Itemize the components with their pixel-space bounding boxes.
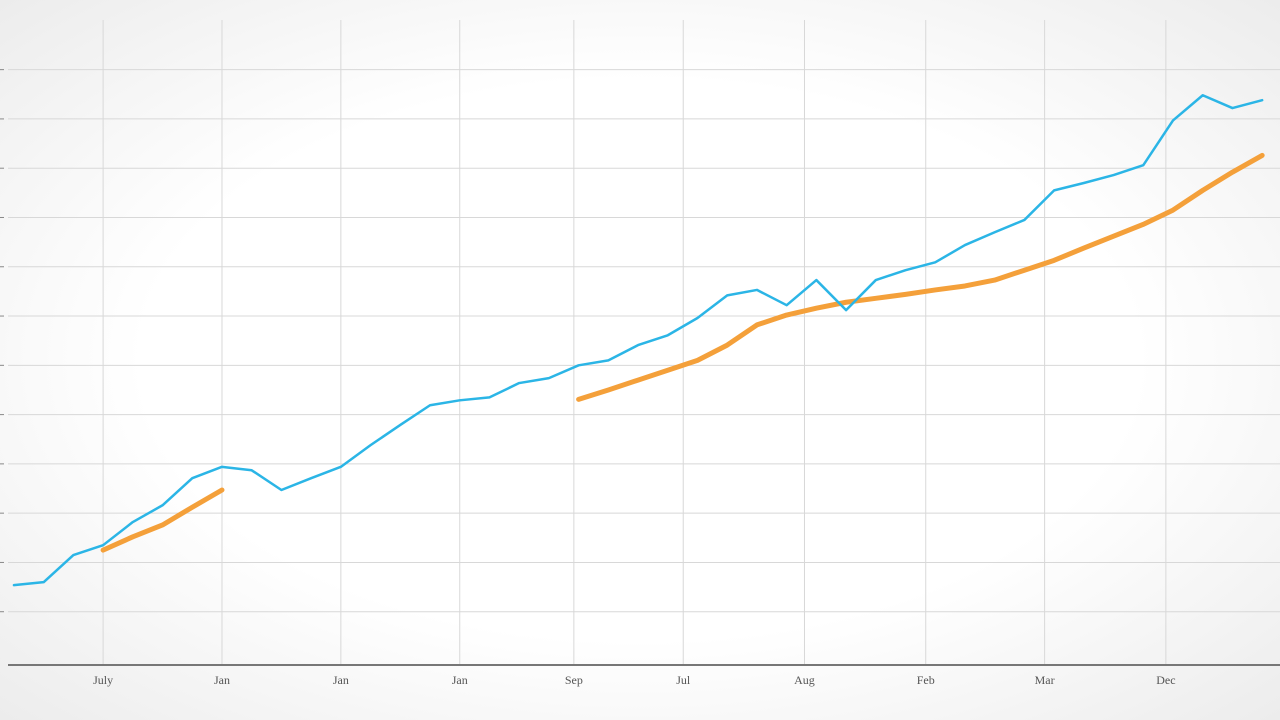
x-tick-label: Aug [794, 673, 815, 687]
x-tick-label: Dec [1156, 673, 1175, 687]
x-tick-label: Jan [214, 673, 230, 687]
x-tick-label: Feb [917, 673, 935, 687]
line-series [100, 152, 1265, 553]
x-tick-label: Jul [676, 673, 691, 687]
x-tick-label: Sep [565, 673, 583, 687]
line-series [12, 94, 1264, 587]
x-tick-label: Jan [452, 673, 468, 687]
x-tick-label: Mar [1035, 673, 1055, 687]
x-tick-label: Jan [333, 673, 349, 687]
x-tick-label: July [93, 673, 113, 687]
